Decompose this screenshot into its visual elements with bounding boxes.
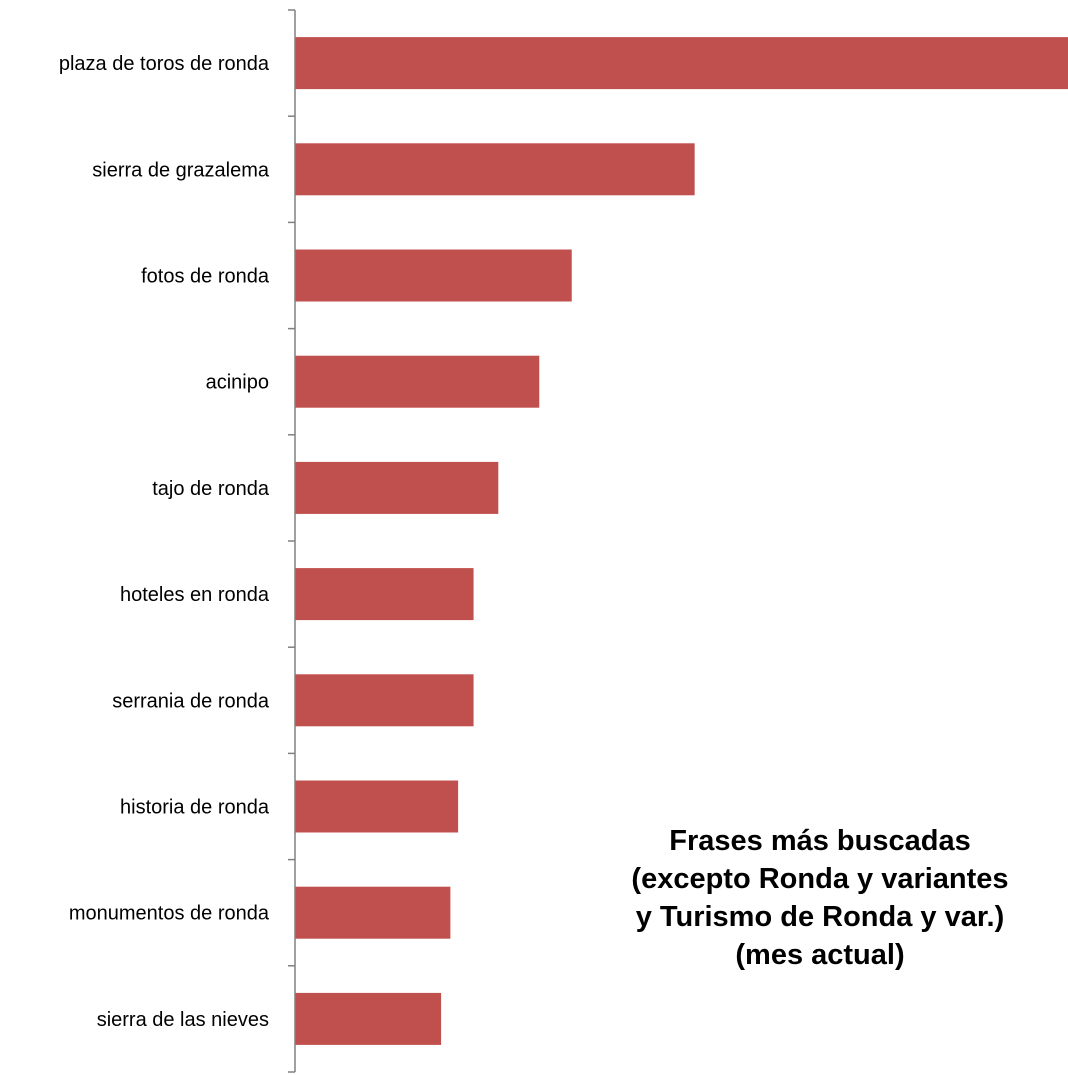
bars-group bbox=[295, 37, 1068, 1045]
category-label: plaza de toros de ronda bbox=[59, 53, 270, 75]
category-label: sierra de las nieves bbox=[97, 1009, 269, 1031]
bar-3 bbox=[295, 249, 572, 302]
bar-8 bbox=[295, 780, 459, 833]
chart-title: Frases más buscadas (excepto Ronda y var… bbox=[590, 822, 1050, 974]
bar-2 bbox=[295, 143, 695, 196]
title-line-1: Frases más buscadas bbox=[669, 825, 971, 857]
category-axis bbox=[288, 9, 296, 1073]
category-label: monumentos de ronda bbox=[69, 903, 270, 925]
title-line-4: (mes actual) bbox=[735, 939, 905, 971]
title-line-3: y Turismo de Ronda y var.) bbox=[635, 901, 1005, 933]
category-label: hoteles en ronda bbox=[120, 584, 270, 606]
category-label: tajo de ronda bbox=[152, 478, 270, 500]
bar-6 bbox=[295, 568, 474, 621]
category-label: historia de ronda bbox=[120, 797, 270, 819]
bar-7 bbox=[295, 674, 474, 727]
category-label: fotos de ronda bbox=[141, 266, 270, 288]
title-line-2: (excepto Ronda y variantes bbox=[631, 863, 1009, 895]
category-labels-group: plaza de toros de ronda sierra de grazale… bbox=[59, 53, 270, 1031]
category-label: acinipo bbox=[206, 372, 269, 394]
category-label: serrania de ronda bbox=[112, 690, 270, 712]
category-label: sierra de grazalema bbox=[92, 159, 270, 181]
bar-5 bbox=[295, 461, 499, 514]
bar-1 bbox=[295, 37, 1068, 90]
bar-9 bbox=[295, 886, 451, 939]
bar-10 bbox=[295, 992, 442, 1045]
bar-4 bbox=[295, 355, 540, 408]
